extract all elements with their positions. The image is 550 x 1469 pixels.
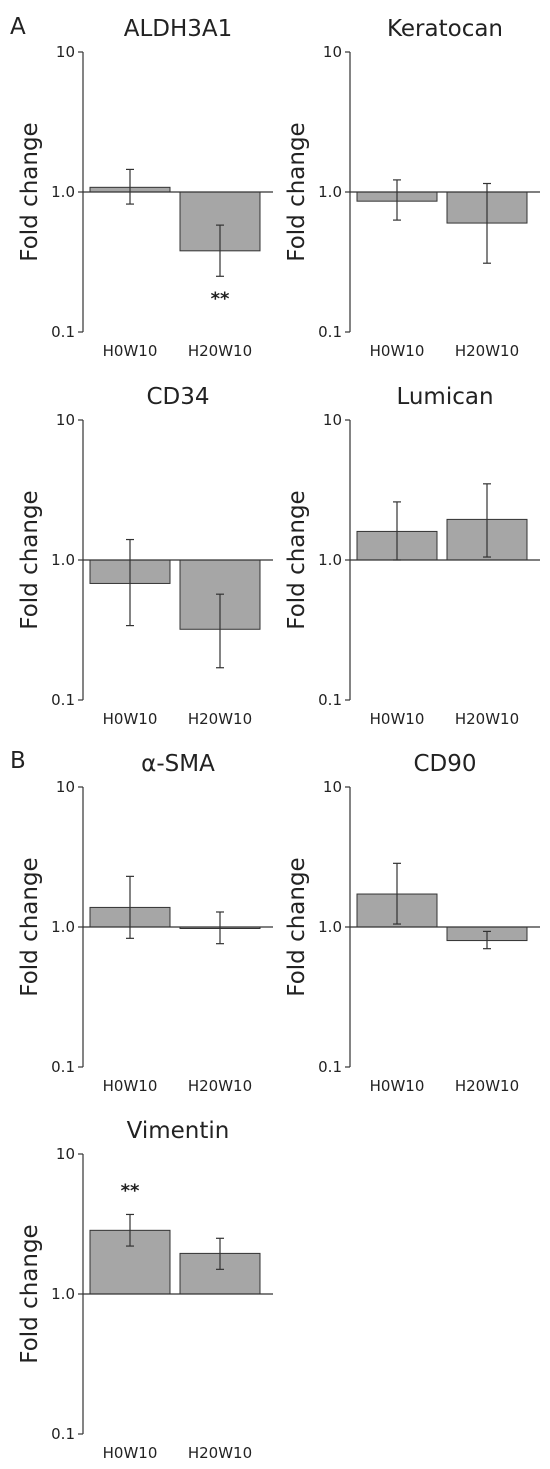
chart-title: Keratocan [387,16,503,42]
chart-grid: ALDH3A1 Fold change 0.1 1.0 10 H0W10 H20W10 ** K… [17,16,540,1462]
y-axis-label: Fold change [17,122,43,261]
x-tick-label: H20W10 [455,342,519,360]
y-tick-label: 10 [56,778,75,796]
chart-title: ALDH3A1 [124,16,233,42]
y-axis-label: Fold change [17,857,43,996]
chart-title: Vimentin [127,1118,230,1144]
significance-marker: ** [121,1180,140,1201]
y-tick-label: 10 [56,411,75,429]
chart-panel: CD34 Fold change 0.1 1.0 10 H0W10 H20W10 [17,384,273,728]
y-tick-label: 0.1 [318,691,342,709]
x-tick-label: H0W10 [103,710,158,728]
bar [89,1229,171,1295]
y-tick-label: 0.1 [318,1058,342,1076]
x-tick-label: H0W10 [103,1077,158,1095]
y-tick-label: 0.1 [51,1425,75,1443]
y-tick-label: 1.0 [51,551,75,569]
x-tick-label: H20W10 [455,1077,519,1095]
y-axis-label: Fold change [284,857,310,996]
y-tick-label: 10 [323,411,342,429]
x-tick-label: H20W10 [455,710,519,728]
section-label-a: A [10,14,26,40]
y-tick-label: 10 [56,43,75,61]
chart-panel: Vimentin Fold change 0.1 1.0 10 H0W10 H20W10 ** [17,1118,273,1462]
y-tick-label: 10 [323,778,342,796]
y-axis-label: Fold change [17,490,43,629]
chart-title: Lumican [396,384,493,410]
x-tick-label: H0W10 [370,1077,425,1095]
y-tick-label: 1.0 [51,918,75,936]
chart-title: CD90 [413,751,476,777]
y-tick-label: 0.1 [51,1058,75,1076]
chart-title: α-SMA [141,751,215,777]
x-tick-label: H0W10 [370,342,425,360]
y-tick-label: 10 [56,1145,75,1163]
y-tick-label: 0.1 [51,691,75,709]
y-tick-label: 0.1 [318,323,342,341]
chart-panel: CD90 Fold change 0.1 1.0 10 H0W10 H20W10 [284,751,540,1095]
x-tick-label: H20W10 [188,1444,252,1462]
y-tick-label: 1.0 [318,918,342,936]
chart-panel: ALDH3A1 Fold change 0.1 1.0 10 H0W10 H20W10 ** [17,16,273,360]
chart-panel: α-SMA Fold change 0.1 1.0 10 H0W10 H20W10 [17,751,273,1095]
y-tick-label: 1.0 [318,551,342,569]
y-tick-label: 1.0 [318,183,342,201]
chart-title: CD34 [146,384,209,410]
chart-panel: Lumican Fold change 0.1 1.0 10 H0W10 H20W10 [284,384,540,728]
chart-panel: Keratocan Fold change 0.1 1.0 10 H0W10 H20W10 [284,16,540,360]
x-tick-label: H20W10 [188,1077,252,1095]
x-tick-label: H20W10 [188,710,252,728]
significance-marker: ** [211,288,230,309]
y-tick-label: 1.0 [51,183,75,201]
y-axis-label: Fold change [17,1224,43,1363]
x-tick-label: H0W10 [103,1444,158,1462]
y-axis-label: Fold change [284,122,310,261]
y-tick-label: 10 [323,43,342,61]
y-axis-label: Fold change [284,490,310,629]
y-tick-label: 0.1 [51,323,75,341]
y-tick-label: 1.0 [51,1285,75,1303]
x-tick-label: H20W10 [188,342,252,360]
section-label-b: B [10,748,26,774]
x-tick-label: H0W10 [103,342,158,360]
x-tick-label: H0W10 [370,710,425,728]
